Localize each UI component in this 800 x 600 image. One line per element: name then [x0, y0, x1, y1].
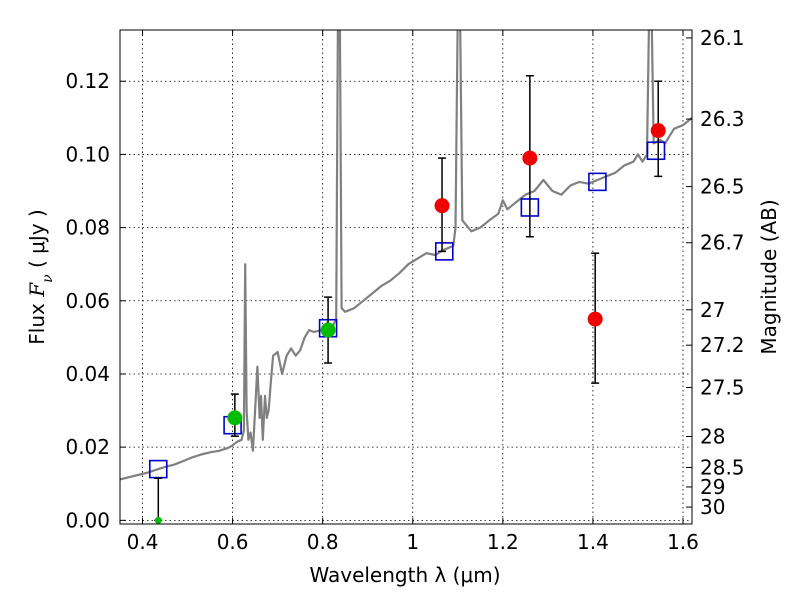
y2-tick-label-5: 27.2	[700, 333, 745, 357]
plot-frame	[119, 29, 693, 525]
x-tick-label-0: 0.4	[127, 530, 159, 554]
observed-point-1	[227, 410, 243, 426]
y-tick-label-6: 0.12	[65, 69, 110, 93]
x-tick-label-6: 1.6	[667, 530, 699, 554]
y-axis-label-symbol: F	[25, 282, 49, 298]
y2-tick-label-2: 26.5	[700, 175, 745, 199]
observed-point-3	[434, 198, 450, 214]
axes: 0.4 0.6 0.8 1 1.2 1.4 1.6 0.00 0.02 0.04 0.06 0.08 0…	[65, 26, 744, 554]
observed-point-5	[587, 311, 603, 327]
y-tick-label-3: 0.06	[65, 289, 110, 313]
x-tick-label-2: 0.8	[307, 530, 339, 554]
model-square-5	[588, 172, 607, 192]
y2-tick-label-9: 29	[700, 475, 725, 499]
y-axis-label-unit: ( μJy )	[25, 209, 49, 274]
y-axis-label-text: Flux	[25, 297, 49, 345]
x-axis-label: Wavelength λ (μm)	[309, 563, 500, 587]
y2-tick-label-6: 27.5	[700, 375, 745, 399]
observed-point-0	[154, 516, 162, 524]
y2-tick-label-8: 28.5	[700, 455, 745, 479]
y-tick-label-5: 0.10	[65, 142, 110, 166]
y2-axis-label: Magnitude (AB)	[757, 199, 781, 354]
observed-point-4	[522, 150, 538, 166]
y-tick-label-4: 0.08	[65, 216, 110, 240]
y2-tick-label-0: 26.1	[700, 26, 745, 50]
observed-point-6	[650, 123, 666, 139]
grid	[120, 30, 692, 524]
y-axis-label: Flux Fν ( μJy )	[25, 209, 56, 344]
y2-tick-label-3: 26.7	[700, 231, 745, 255]
x-tick-label-4: 1.2	[487, 530, 519, 554]
observed-point-2	[320, 322, 336, 338]
y2-tick-label-10: 30	[700, 495, 725, 519]
x-tick-label-5: 1.4	[577, 530, 609, 554]
y-tick-label-1: 0.02	[65, 435, 110, 459]
y2-tick-label-4: 27	[700, 298, 725, 322]
y-tick-label-2: 0.04	[65, 362, 110, 386]
model-square-3	[434, 242, 454, 261]
spectrum-line	[120, 30, 692, 481]
spectrum-layer	[120, 30, 692, 481]
y-tick-label-0: 0.00	[65, 508, 110, 532]
x-tick-label-1: 0.6	[217, 530, 249, 554]
points-layer	[148, 74, 666, 524]
y2-tick-label-7: 28	[700, 425, 725, 449]
x-tick-label-3: 1	[406, 530, 419, 554]
y2-tick-label-1: 26.3	[700, 107, 745, 131]
model-square-6	[646, 141, 666, 161]
y-axis-label-subscript: ν	[40, 274, 56, 283]
